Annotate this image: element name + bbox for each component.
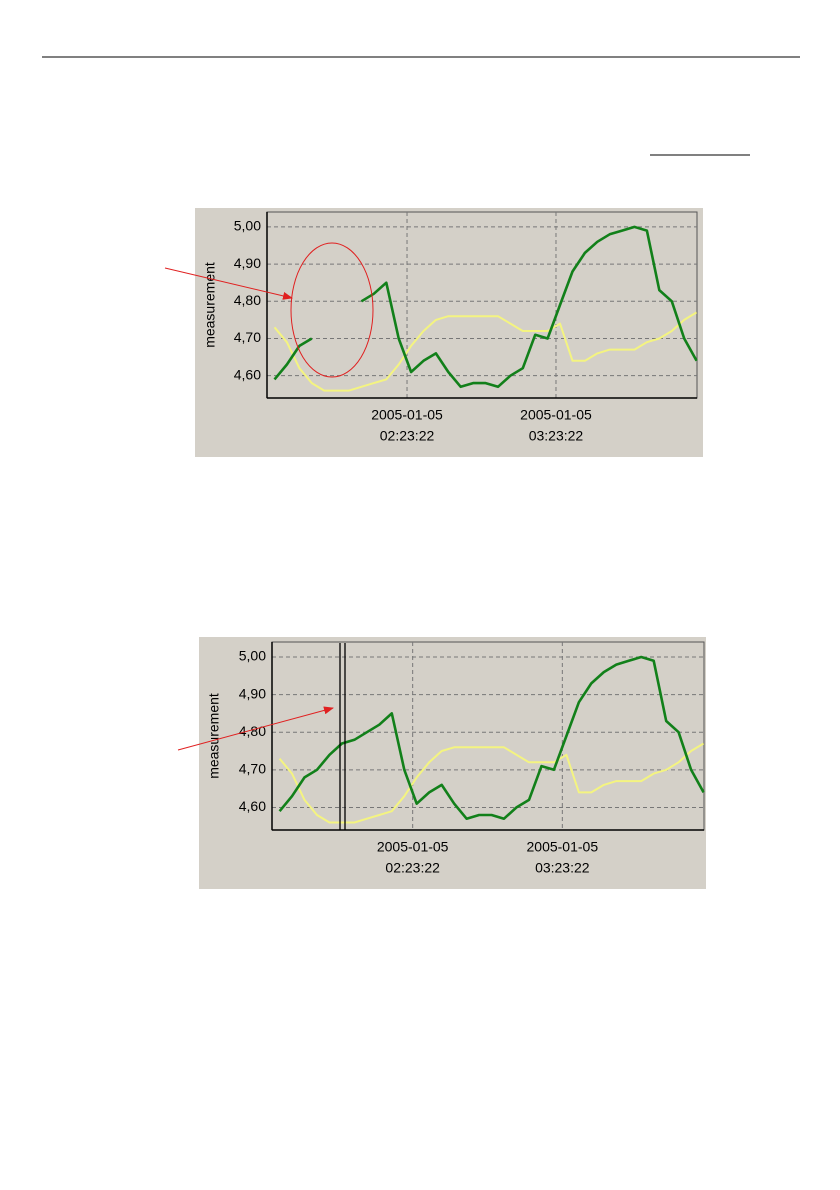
y-tick-label: 4,80	[239, 723, 266, 739]
x-tick-label: 2005-01-05	[520, 407, 592, 423]
x-tick-label: 02:23:22	[385, 860, 440, 876]
x-tick-label: 03:23:22	[529, 428, 584, 444]
y-tick-label: 4,60	[239, 798, 266, 814]
data-line	[273, 311, 698, 392]
y-tick-label: 4,80	[234, 292, 261, 308]
y-tick-label: 5,00	[234, 218, 261, 234]
annotation-arrow	[177, 706, 334, 751]
y-tick-label: 4,90	[239, 685, 266, 701]
x-tick-label: 2005-01-05	[527, 839, 599, 855]
gap-circle	[290, 242, 374, 378]
plot-area	[271, 641, 705, 831]
x-tick-label: 2005-01-05	[371, 407, 443, 423]
y-tick-label: 4,70	[239, 761, 266, 777]
data-line	[273, 225, 698, 389]
y-tick-label: 4,90	[234, 255, 261, 271]
y-tick-label: 5,00	[239, 648, 266, 664]
x-tick-label: 03:23:22	[535, 860, 590, 876]
y-axis-label: measurement	[206, 693, 222, 779]
y-tick-label: 4,70	[234, 329, 261, 345]
x-tick-label: 2005-01-05	[377, 839, 449, 855]
data-line	[278, 742, 705, 824]
plot-area	[266, 211, 698, 399]
annotation-arrow	[164, 267, 293, 300]
x-tick-label: 02:23:22	[380, 428, 435, 444]
y-axis-label: measurement	[202, 262, 218, 348]
data-line	[278, 655, 705, 820]
y-tick-label: 4,60	[234, 366, 261, 382]
